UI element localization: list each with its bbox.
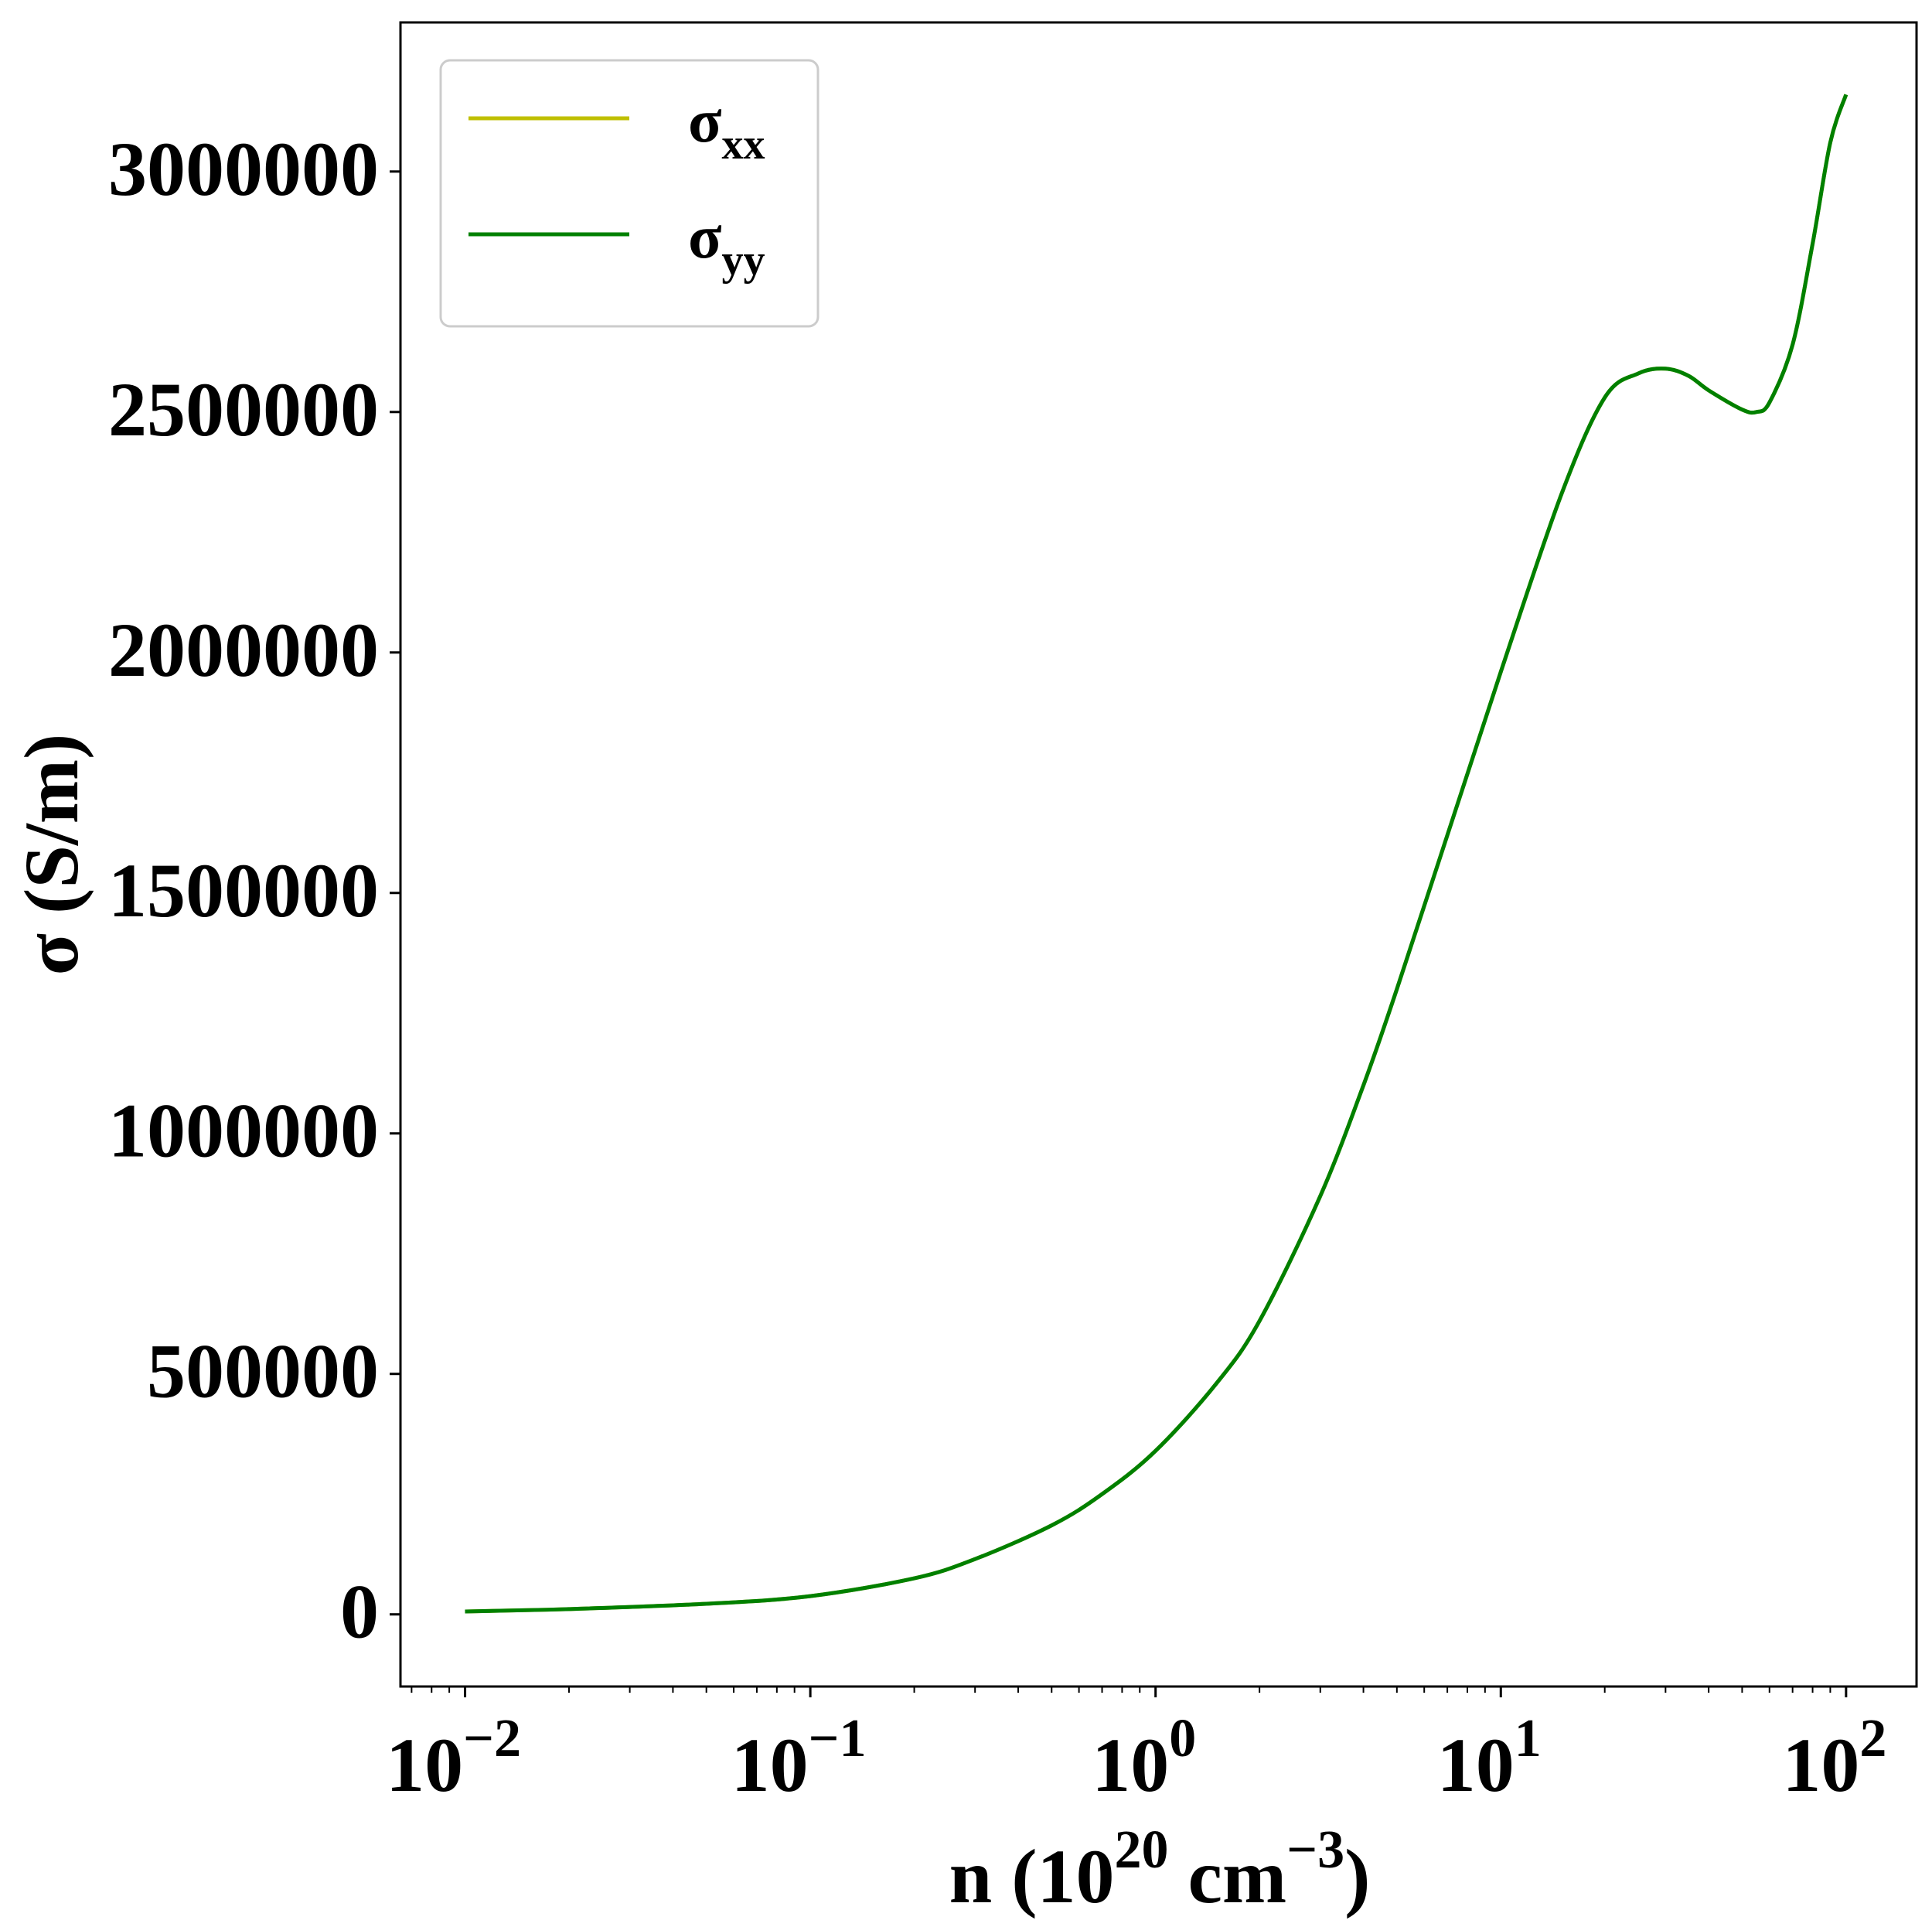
x-axis-label-mid: cm	[1169, 1833, 1287, 1919]
x-axis-label-main: n (10	[949, 1833, 1115, 1919]
series-lines	[465, 94, 1849, 1614]
y-tick-label: 1500000	[108, 848, 379, 933]
x-axis-label: n (1020 cm−3)	[949, 1820, 1371, 1919]
y-tick-label: 500000	[147, 1328, 379, 1414]
legend-label-sigma-xx-main: σ	[688, 87, 722, 155]
x-axis-label-exp2: −3	[1286, 1820, 1344, 1880]
legend-label-sigma-yy-sub: yy	[722, 237, 765, 285]
x-tick-label: 10−2	[386, 1709, 521, 1808]
y-axis-label: σ (S/m)	[9, 734, 94, 976]
plot-frame	[399, 21, 1918, 1688]
x-tick-label: 10−1	[731, 1709, 867, 1808]
legend-box	[439, 59, 819, 328]
x-tick-label: 100	[1092, 1709, 1196, 1808]
legend-label-sigma-xx-sub: xx	[722, 121, 765, 169]
y-tick-label: 0	[340, 1569, 379, 1655]
x-axis: 10−2 10−1 100 101 102	[386, 1687, 1886, 1808]
legend-label-sigma-yy: σyy	[688, 203, 765, 285]
x-tick-label: 101	[1437, 1709, 1542, 1808]
series-line-yy	[465, 94, 1849, 1614]
y-tick-label: 2500000	[108, 367, 379, 452]
x-axis-label-end: )	[1344, 1833, 1370, 1919]
y-axis: 0 500000 1000000 1500000 2000000 2500000 30000…	[108, 126, 400, 1655]
y-tick-label: 3000000	[108, 126, 379, 212]
legend: σxx σyy	[439, 59, 819, 328]
x-axis-label-exp1: 20	[1115, 1820, 1169, 1880]
legend-label-sigma-xx: σxx	[688, 87, 765, 169]
x-tick-label: 102	[1782, 1709, 1886, 1808]
y-tick-label: 1000000	[108, 1088, 379, 1174]
legend-label-sigma-yy-main: σ	[688, 203, 722, 271]
y-tick-label: 2000000	[108, 607, 379, 693]
